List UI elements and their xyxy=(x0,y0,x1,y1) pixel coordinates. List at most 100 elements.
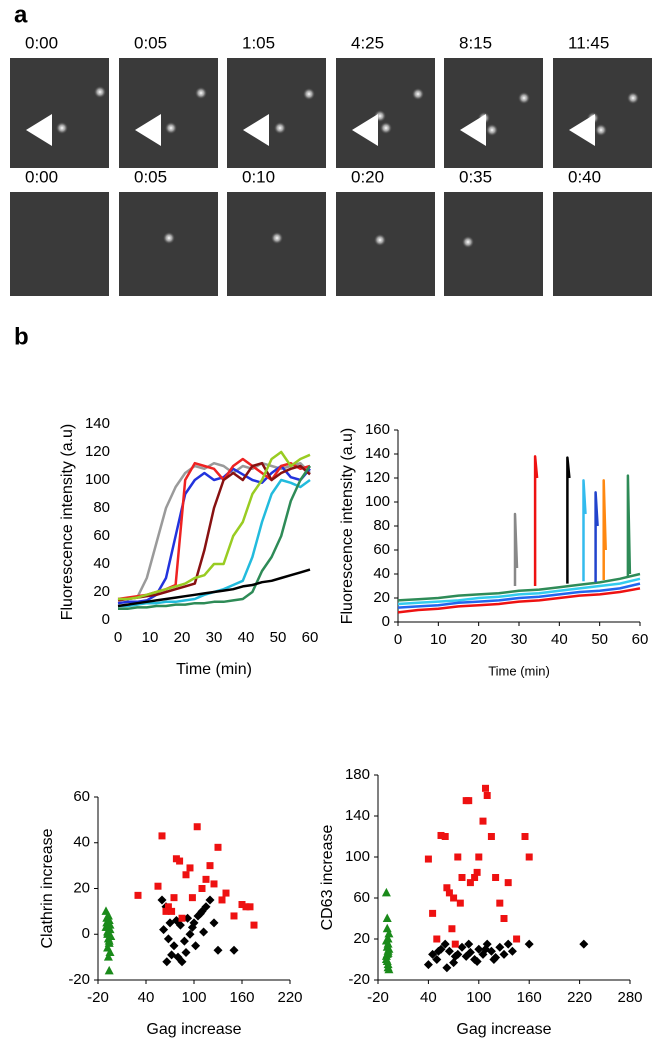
point xyxy=(445,889,453,897)
point xyxy=(479,817,487,825)
point xyxy=(457,942,467,952)
x-axis-label: Gag increase xyxy=(146,1021,241,1038)
point xyxy=(437,831,445,839)
point xyxy=(103,933,113,943)
point xyxy=(524,939,534,949)
point xyxy=(465,797,473,805)
x-tick-label: 40 xyxy=(420,989,437,1006)
point xyxy=(229,945,239,955)
y-axis-label: Fluorescence intensity (a.u) xyxy=(339,428,356,625)
y-tick-label: 80 xyxy=(373,517,390,534)
x-axis-label: Gag increase xyxy=(456,1021,551,1038)
image-frame xyxy=(553,58,652,168)
point xyxy=(454,853,462,861)
point xyxy=(218,896,226,904)
point xyxy=(473,868,481,876)
y-tick-label: 0 xyxy=(82,925,90,942)
point xyxy=(198,885,206,892)
time-label: 0:00 xyxy=(25,167,58,186)
point xyxy=(181,948,191,958)
x-tick-label: -20 xyxy=(367,989,389,1006)
panel-label: a xyxy=(14,1,28,28)
image-frame xyxy=(336,192,435,296)
point xyxy=(383,948,393,957)
point xyxy=(103,929,113,938)
point xyxy=(432,955,442,964)
x-tick-label: 30 xyxy=(511,631,528,648)
y-tick-label: 180 xyxy=(345,766,370,783)
fluorescent-spot xyxy=(165,122,177,134)
point xyxy=(177,957,187,967)
time-label: 0:40 xyxy=(568,167,601,186)
series-line xyxy=(118,465,312,611)
time-label: 8:15 xyxy=(459,33,492,52)
x-tick-label: 30 xyxy=(206,629,223,646)
point xyxy=(209,918,219,928)
arrowhead xyxy=(352,114,378,146)
x-tick-label: 40 xyxy=(551,631,568,648)
x-tick-label: 60 xyxy=(302,629,319,646)
y-tick-label: 0 xyxy=(382,613,390,630)
series-line xyxy=(397,572,641,602)
point xyxy=(191,941,201,951)
x-tick-label: 160 xyxy=(229,989,254,1006)
point xyxy=(443,884,451,892)
point xyxy=(222,889,230,897)
x-tick-label: 10 xyxy=(142,629,159,646)
y-tick-label: 60 xyxy=(373,541,390,558)
x-tick-label: 220 xyxy=(567,989,592,1006)
point xyxy=(238,901,246,909)
point xyxy=(162,957,172,967)
point xyxy=(487,833,495,840)
x-axis-label: Time (min) xyxy=(176,661,252,678)
point xyxy=(246,903,254,911)
y-tick-label: 100 xyxy=(85,471,110,488)
x-tick-label: 0 xyxy=(394,631,402,648)
y-tick-label: 120 xyxy=(365,469,390,486)
point xyxy=(199,927,209,937)
point xyxy=(158,832,166,840)
series-line xyxy=(594,491,599,583)
point xyxy=(513,935,521,943)
point xyxy=(474,944,484,954)
fluorescent-spot xyxy=(195,87,207,99)
point xyxy=(423,960,433,970)
point xyxy=(195,909,205,919)
y-tick-label: -20 xyxy=(68,971,90,988)
point xyxy=(448,925,456,933)
fluorescent-spot xyxy=(595,124,607,136)
point xyxy=(186,864,194,872)
point xyxy=(466,879,474,887)
point xyxy=(105,947,115,957)
panel-label: b xyxy=(14,323,29,350)
time-label: 4:25 xyxy=(351,33,384,52)
point xyxy=(525,853,533,861)
point xyxy=(163,934,173,944)
point xyxy=(168,907,176,915)
fluorescent-spot xyxy=(374,234,386,246)
image-frame xyxy=(10,192,109,296)
point xyxy=(440,939,450,949)
x-tick-label: 40 xyxy=(138,989,155,1006)
y-tick-label: 20 xyxy=(73,879,90,896)
point xyxy=(175,920,185,930)
point xyxy=(104,938,114,947)
image-frame xyxy=(444,192,543,296)
fluorescent-spot xyxy=(518,92,530,104)
point xyxy=(214,843,222,851)
x-tick-label: 280 xyxy=(617,989,642,1006)
point xyxy=(162,907,170,915)
series-line xyxy=(397,587,641,614)
point xyxy=(579,939,589,949)
point xyxy=(101,922,111,931)
point xyxy=(170,894,178,902)
point xyxy=(483,792,491,799)
fluorescent-spot xyxy=(380,122,392,134)
point xyxy=(482,784,490,792)
y-tick-label: 120 xyxy=(85,443,110,460)
point xyxy=(521,833,529,840)
point xyxy=(178,914,186,922)
point xyxy=(382,942,392,951)
y-tick-label: 20 xyxy=(353,930,370,947)
